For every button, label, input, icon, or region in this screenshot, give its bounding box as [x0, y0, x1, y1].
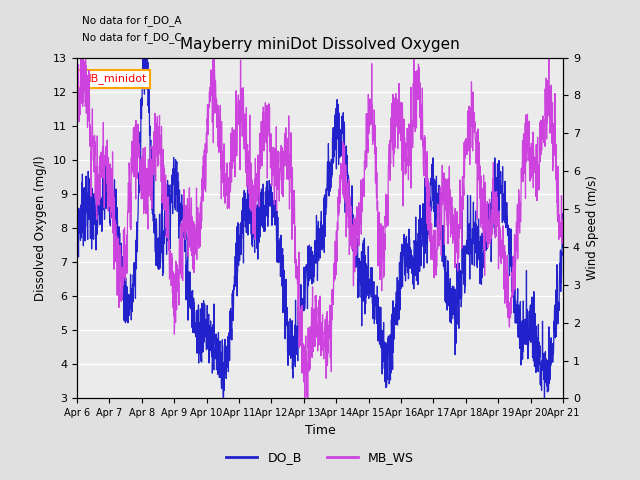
Y-axis label: Wind Speed (m/s): Wind Speed (m/s): [586, 176, 598, 280]
Text: MB_minidot: MB_minidot: [82, 73, 147, 84]
X-axis label: Time: Time: [305, 424, 335, 437]
Legend: DO_B, MB_WS: DO_B, MB_WS: [221, 446, 419, 469]
Title: Mayberry miniDot Dissolved Oxygen: Mayberry miniDot Dissolved Oxygen: [180, 37, 460, 52]
Text: No data for f_DO_C: No data for f_DO_C: [82, 33, 181, 44]
Y-axis label: Dissolved Oxygen (mg/l): Dissolved Oxygen (mg/l): [35, 155, 47, 301]
Text: No data for f_DO_A: No data for f_DO_A: [82, 15, 181, 26]
